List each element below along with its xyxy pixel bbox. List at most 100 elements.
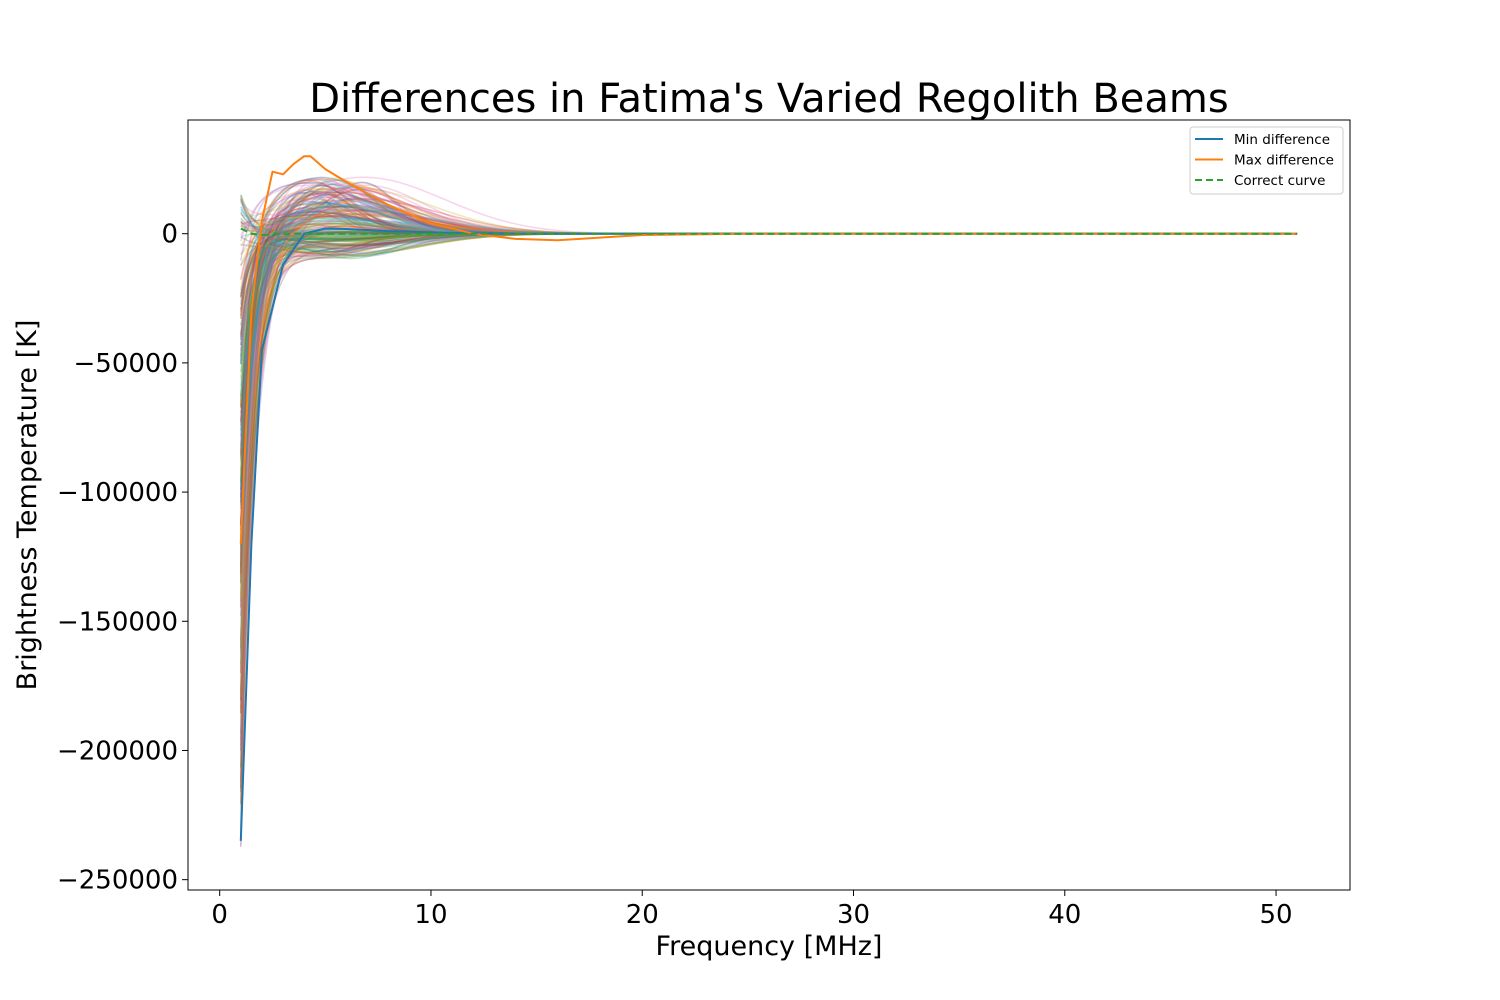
ensemble-curve (240, 232, 1289, 550)
y-tick-label: −250000 (57, 866, 178, 896)
ensemble-curve (240, 232, 1289, 698)
x-tick-label: 10 (414, 900, 447, 930)
ensemble-curve (240, 226, 1289, 564)
ensemble-curves (240, 176, 1289, 847)
ensemble-curve (240, 232, 1289, 431)
chart-title: Differences in Fatima's Varied Regolith … (309, 76, 1228, 122)
y-tick-label: −200000 (57, 736, 178, 766)
y-axis-label: Brightness Temperature [K] (12, 320, 43, 691)
ensemble-curve (240, 205, 1289, 828)
x-axis-ticks: 0 10 20 30 40 50 (211, 890, 1293, 930)
series-line (240, 227, 1298, 236)
ensemble-curve (240, 232, 1289, 673)
ensemble-curve (240, 232, 1289, 752)
ensemble-curve (240, 232, 1289, 698)
ensemble-curve (240, 198, 1289, 790)
y-tick-label: −50000 (74, 349, 179, 379)
ensemble-curve (240, 209, 1289, 523)
ensemble-curve (240, 202, 1289, 694)
ensemble-curve (240, 209, 1289, 561)
ensemble-curve (240, 232, 1289, 553)
x-tick-label: 0 (211, 900, 228, 930)
ensemble-curve (240, 232, 1289, 537)
x-tick-label: 20 (626, 900, 659, 930)
ensemble-curve (240, 232, 1289, 607)
ensemble-curve (240, 232, 1289, 767)
ensemble-curve (240, 232, 1289, 780)
ensemble-curve (240, 232, 1289, 788)
legend-label: Min difference (1234, 132, 1330, 148)
ensemble-curve (240, 232, 1289, 490)
ensemble-curve (240, 228, 1289, 545)
ensemble-curve (240, 181, 1289, 346)
ensemble-curve (240, 232, 1289, 557)
ensemble-curve (240, 206, 1289, 756)
ensemble-curve (240, 219, 1289, 783)
ensemble-curve (240, 206, 1289, 746)
ensemble-curve (240, 220, 1289, 644)
ensemble-curve (240, 219, 1289, 472)
ensemble-curve (240, 222, 1289, 648)
ensemble-curve (240, 215, 1289, 565)
ensemble-curve (240, 201, 1289, 572)
ensemble-curve (240, 199, 1289, 595)
ensemble-curve (240, 223, 1289, 768)
ensemble-curve (240, 189, 1289, 752)
ensemble-curve (240, 232, 1289, 421)
ensemble-curve (240, 232, 1289, 408)
ensemble-curve (240, 232, 1289, 695)
ensemble-curve (240, 230, 1289, 548)
ensemble-curve (240, 232, 1289, 365)
ensemble-curve (240, 209, 1289, 835)
ensemble-curve (240, 232, 1289, 644)
ensemble-curve (240, 232, 1289, 805)
ensemble-curve (240, 232, 1289, 526)
ensemble-curve (240, 232, 1289, 567)
ensemble-curve (240, 232, 1289, 460)
ensemble-curve (240, 232, 1289, 484)
ensemble-curve (240, 232, 1289, 584)
ensemble-curve (240, 209, 1289, 530)
ensemble-curve (240, 232, 1289, 569)
ensemble-curve (240, 214, 1289, 575)
ensemble-curve (240, 232, 1289, 483)
ensemble-curve (240, 232, 1289, 503)
y-axis-ticks: 0 −50000 −100000 −150000 −200000 −250000 (57, 220, 188, 896)
ensemble-curve (240, 218, 1289, 450)
ensemble-curve (240, 207, 1289, 615)
ensemble-curve (240, 198, 1289, 674)
ensemble-curve (240, 232, 1289, 506)
ensemble-curve (240, 202, 1289, 652)
ensemble-curve (240, 194, 1289, 583)
ensemble-curve (240, 232, 1289, 356)
legend: Min difference Max difference Correct curv… (1189, 126, 1344, 195)
ensemble-curve (240, 232, 1289, 423)
ensemble-curve (240, 188, 1289, 740)
ensemble-curve (240, 232, 1289, 609)
ensemble-curve (240, 212, 1289, 689)
ensemble-curve (240, 231, 1289, 713)
y-tick-label: −100000 (57, 478, 178, 508)
ensemble-curve (240, 190, 1289, 655)
x-axis-label: Frequency [MHz] (656, 931, 883, 962)
ensemble-curve (240, 232, 1289, 714)
ensemble-curve (240, 232, 1289, 525)
ensemble-curve (240, 225, 1289, 496)
ensemble-curve (240, 205, 1289, 701)
y-tick-label: 0 (161, 220, 178, 250)
ensemble-curve (240, 224, 1289, 476)
highlighted-series (239, 155, 1298, 841)
ensemble-curve (240, 232, 1289, 566)
ensemble-curve (240, 232, 1289, 582)
plot-frame (187, 119, 1351, 891)
ensemble-curve (240, 209, 1289, 793)
ensemble-curve (240, 210, 1289, 649)
ensemble-curve (240, 204, 1289, 641)
y-tick-label: −150000 (57, 607, 178, 637)
ensemble-curve (240, 177, 1289, 846)
ensemble-curve (240, 214, 1289, 557)
ensemble-curve (240, 204, 1289, 807)
ensemble-curve (240, 232, 1289, 701)
ensemble-curve (240, 181, 1289, 751)
